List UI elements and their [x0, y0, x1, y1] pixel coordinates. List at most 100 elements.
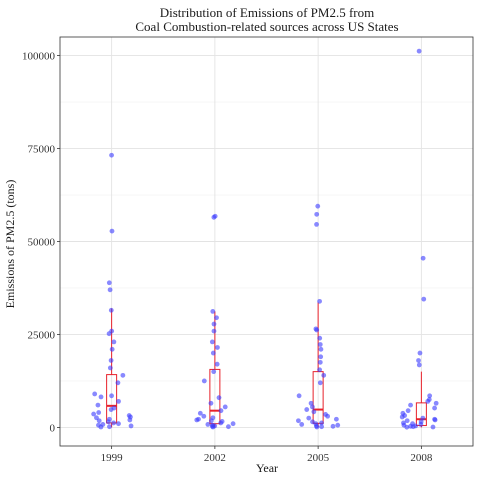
data-points	[91, 48, 439, 430]
data-point	[106, 280, 112, 286]
data-point	[215, 345, 220, 350]
data-point	[410, 424, 416, 430]
data-point	[418, 422, 424, 427]
y-tick-label: 75000	[28, 144, 56, 156]
data-point	[208, 400, 214, 406]
data-point	[210, 309, 216, 314]
data-point	[214, 315, 219, 321]
data-point	[109, 393, 114, 399]
data-point	[404, 424, 410, 430]
data-point	[108, 407, 114, 412]
data-point	[296, 418, 301, 424]
data-point	[106, 331, 112, 337]
data-point	[210, 350, 216, 356]
data-point	[404, 418, 410, 424]
data-point	[98, 424, 104, 430]
data-point	[201, 413, 207, 419]
data-point	[95, 402, 101, 408]
data-point	[335, 422, 341, 428]
data-point	[96, 410, 102, 415]
data-point	[107, 287, 113, 293]
data-point	[214, 361, 220, 367]
data-point	[317, 359, 323, 365]
data-point	[427, 393, 433, 399]
boxplots	[106, 302, 427, 428]
data-point	[91, 411, 97, 417]
data-point	[211, 328, 217, 334]
data-point	[216, 395, 222, 401]
data-point	[109, 152, 114, 158]
data-point	[314, 211, 320, 217]
data-point	[116, 421, 121, 427]
data-point	[315, 203, 321, 209]
data-point	[230, 421, 236, 427]
data-point	[209, 339, 215, 345]
data-point	[218, 408, 224, 414]
data-point	[308, 400, 314, 406]
data-point	[226, 424, 231, 430]
data-point	[430, 424, 436, 430]
data-point	[108, 307, 114, 313]
data-point	[222, 404, 228, 410]
axes: 0 25000 50000 75000 100000 1999 2002 2005 2008	[22, 51, 433, 464]
data-point	[111, 339, 117, 345]
data-point	[120, 372, 126, 378]
data-point	[296, 393, 302, 399]
x-tick-label: 2008	[410, 452, 433, 464]
data-point	[333, 416, 339, 422]
data-point	[319, 420, 324, 426]
data-point	[218, 420, 224, 426]
data-point	[107, 365, 113, 371]
data-point	[399, 414, 405, 420]
data-point	[319, 424, 325, 430]
data-point	[321, 372, 327, 378]
data-point	[211, 321, 217, 327]
x-axis-title: Year	[256, 461, 278, 475]
x-tick-label: 2005	[307, 452, 330, 464]
data-point	[317, 367, 323, 373]
grid-lines	[60, 37, 473, 446]
x-tick-label: 2002	[204, 452, 226, 464]
data-point	[111, 420, 117, 426]
data-point	[317, 335, 323, 341]
data-point	[314, 221, 319, 227]
data-point	[208, 418, 214, 424]
data-point	[420, 415, 426, 421]
data-point	[116, 398, 121, 404]
data-point	[433, 400, 439, 406]
data-point	[416, 48, 422, 54]
data-point	[211, 369, 217, 375]
data-point	[128, 423, 134, 429]
data-point	[408, 402, 413, 408]
y-axis-title: Emissions of PM2.5 (tons)	[3, 180, 17, 309]
chart-title-line-1: Distribution of Emissions of PM2.5 from	[160, 5, 375, 20]
data-point	[417, 350, 423, 356]
data-point	[317, 380, 323, 386]
data-point	[318, 354, 324, 360]
data-point	[211, 214, 217, 220]
data-point	[432, 417, 438, 423]
data-point	[98, 394, 104, 400]
data-point	[317, 298, 322, 304]
x-tick-label: 1999	[101, 452, 124, 464]
data-point	[92, 391, 98, 397]
y-tick-label: 50000	[28, 237, 56, 249]
data-point	[318, 346, 324, 352]
data-point	[425, 398, 431, 404]
y-tick-label: 100000	[22, 51, 56, 63]
data-point	[127, 417, 133, 423]
chart-title-line-2: Coal Combustion-related sources across U…	[135, 19, 398, 34]
data-point	[314, 327, 320, 333]
data-point	[96, 418, 102, 424]
data-point	[201, 378, 207, 384]
data-point	[109, 346, 115, 352]
data-point	[420, 255, 426, 261]
data-point	[314, 424, 320, 430]
data-point	[197, 410, 203, 416]
data-point	[405, 408, 411, 414]
data-point	[325, 413, 331, 419]
data-point	[421, 296, 427, 302]
data-point	[107, 424, 112, 430]
data-point	[109, 228, 115, 234]
